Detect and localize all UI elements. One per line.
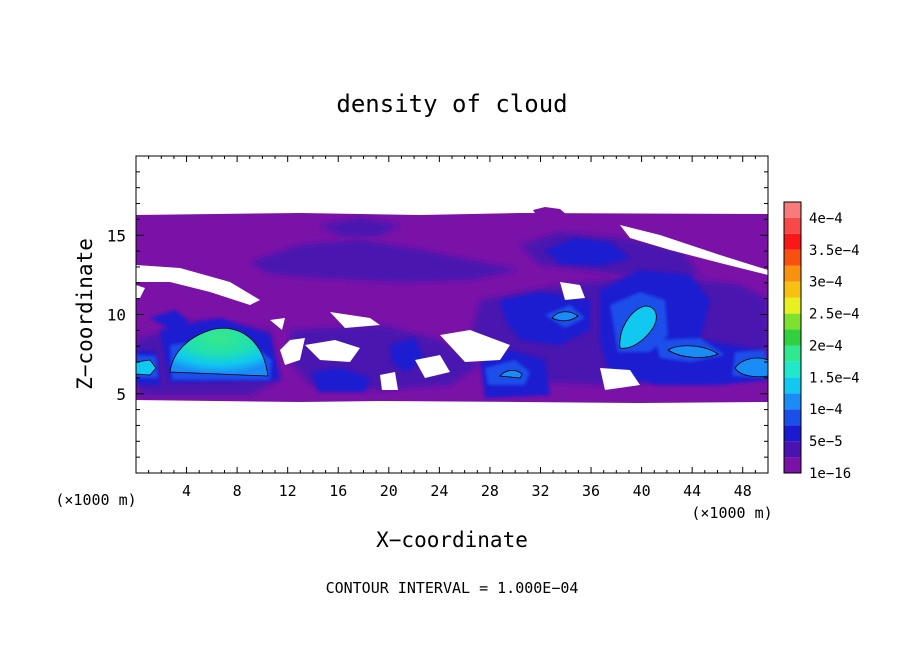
- x-tick-label: 4: [182, 482, 191, 500]
- colorbar-tick-label: 5e−5: [809, 434, 843, 450]
- colorbar-swatch: [784, 409, 801, 426]
- colorbar-swatch: [784, 377, 801, 394]
- x-tick-label: 48: [734, 482, 752, 500]
- colorbar-tick-label: 1e−16: [809, 466, 851, 482]
- x-tick-label: 12: [279, 482, 297, 500]
- x-axis-label: X−coordinate: [376, 528, 528, 552]
- x-unit-label-right: (×1000 m): [691, 504, 772, 522]
- colorbar-swatch: [784, 329, 801, 346]
- cloud-blue-6: [390, 338, 425, 372]
- colorbar-tick-label: 1.5e−4: [809, 370, 860, 386]
- x-tick-label: 24: [430, 482, 448, 500]
- clear-air-gaps: [136, 225, 768, 390]
- x-tick-label: 8: [233, 482, 242, 500]
- colorbar-swatch: [784, 217, 801, 234]
- colorbar-swatch: [784, 281, 801, 298]
- cloud-core-33: [551, 311, 579, 322]
- x-tick-label: 44: [683, 482, 701, 500]
- colorbar: 1e−16 5e−5 1e−4 1.5e−4 2e−4 2.5e−4 3e−4 3.5e−4 4…: [783, 201, 860, 482]
- cloud-patch-top: [533, 207, 567, 220]
- x-tick-label: 40: [633, 482, 651, 500]
- x-tick-label: 32: [531, 482, 549, 500]
- cloud-core-edge-left: [136, 359, 157, 376]
- x-tick-label: 36: [582, 482, 600, 500]
- colorbar-swatch: [784, 297, 801, 314]
- cloud-blue-1: [545, 238, 630, 266]
- x-tick-label: 28: [481, 482, 499, 500]
- colorbar-tick-label: 2.5e−4: [809, 307, 860, 323]
- cloud-blue-3: [500, 292, 590, 345]
- colorbar-swatch: [784, 361, 801, 378]
- colorbar-swatch: [784, 425, 801, 442]
- cloud-band-indigo-1: [250, 240, 520, 282]
- y-axis-ticks: 5 10 15: [107, 171, 768, 458]
- colorbar-tick-label: 1e−4: [809, 402, 843, 418]
- cloud-band-indigo-2: [320, 218, 400, 236]
- cloud-core-28: [499, 370, 523, 379]
- colorbar-swatch: [784, 249, 801, 266]
- x-tick-label: 20: [380, 482, 398, 500]
- cloud-core-44: [667, 345, 719, 358]
- chart-title: density of cloud: [336, 90, 567, 118]
- y-tick-label: 5: [116, 385, 126, 404]
- colorbar-swatch: [784, 202, 801, 218]
- cloud-core-left: [169, 327, 269, 377]
- colorbar-tick-label: 3.5e−4: [809, 243, 860, 259]
- cloud-core-48: [734, 357, 768, 378]
- colorbar-tick-label: 3e−4: [809, 275, 843, 291]
- y-axis-label: Z−coordinate: [73, 238, 97, 390]
- colorbar-swatch: [784, 313, 801, 330]
- colorbar-swatch: [784, 393, 801, 410]
- y-tick-label: 15: [107, 226, 126, 245]
- colorbar-swatch: [784, 457, 801, 473]
- y-tick-label: 10: [107, 306, 126, 325]
- cloud-blue-5: [312, 368, 370, 392]
- cloud-blue-7: [150, 310, 190, 330]
- x-axis-ticks: 4 8 12 16 20 24 28 32 36 40 44 48: [148, 156, 756, 500]
- colorbar-swatch: [784, 233, 801, 250]
- x-tick-label: 16: [329, 482, 347, 500]
- colorbar-tick-label: 4e−4: [809, 211, 843, 227]
- colorbar-swatch: [784, 441, 801, 458]
- colorbar-frame: [783, 201, 802, 474]
- colorbar-swatch: [784, 345, 801, 362]
- contour-interval-note: CONTOUR INTERVAL = 1.000E−04: [326, 579, 579, 597]
- x-unit-label-left: (×1000 m): [55, 491, 136, 509]
- colorbar-swatch: [784, 265, 801, 282]
- cloud-core-40: [619, 305, 657, 349]
- colorbar-tick-label: 2e−4: [809, 338, 843, 354]
